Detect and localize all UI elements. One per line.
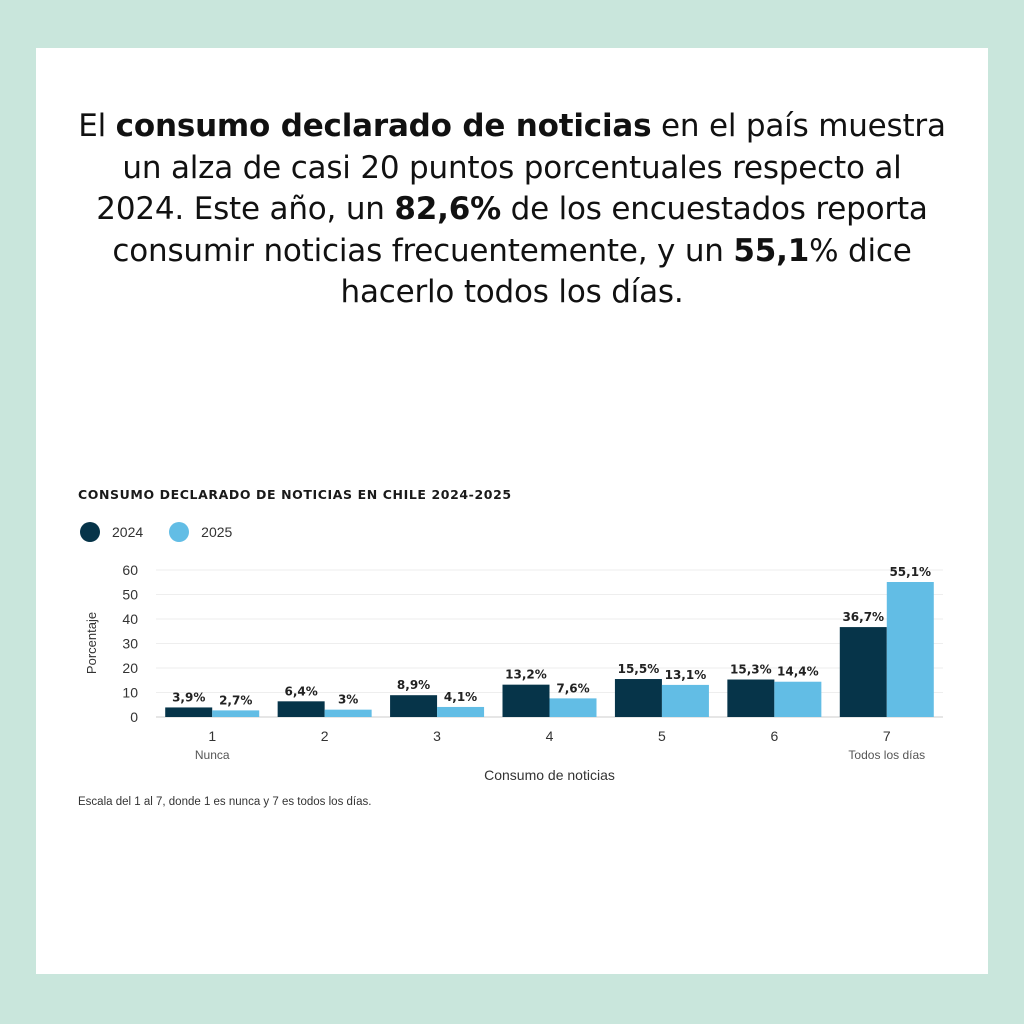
x-tick-label: 3	[433, 728, 441, 744]
data-label: 36,7%	[842, 610, 884, 624]
bar-2024-5	[614, 679, 662, 717]
data-label: 2,7%	[219, 693, 252, 707]
legend-swatch-2024	[80, 522, 100, 542]
y-tick-label: 10	[122, 685, 138, 701]
data-label: 14,4%	[777, 665, 819, 679]
data-label: 8,9%	[397, 678, 430, 692]
data-label: 3%	[338, 693, 358, 707]
bar-chart: 0 10 20 30 40 50 60 Porcentaje 3,9% 2,7% 1 Nunca 6,4…	[84, 562, 943, 783]
bar-2024-7	[839, 627, 887, 717]
y-tick-label: 30	[122, 636, 138, 652]
x-tick-label: 6	[770, 728, 778, 744]
bar-2025-4	[549, 698, 597, 717]
bar-2025-2	[324, 709, 372, 717]
card: El consumo declarado de noticias en el p…	[36, 48, 988, 974]
x-tick-label: 7	[883, 728, 891, 744]
data-label: 55,1%	[889, 565, 931, 579]
y-tick-label: 50	[122, 587, 138, 603]
x-tick-label: 4	[546, 728, 554, 744]
bar-2025-6	[774, 681, 822, 717]
legend-item-2025: 2025	[169, 522, 232, 542]
x-tick-label: 5	[658, 728, 666, 744]
bar-2025-1	[212, 710, 260, 717]
x-axis-label: Consumo de noticias	[484, 767, 615, 783]
data-label: 4,1%	[444, 690, 477, 704]
chart-legend: 2024 2025	[80, 522, 258, 542]
legend-item-2024: 2024	[80, 522, 143, 542]
bar-2024-2	[277, 701, 325, 717]
x-tick-label: 1	[208, 728, 216, 744]
legend-label-2025: 2025	[201, 524, 233, 540]
data-label: 7,6%	[556, 681, 589, 695]
y-tick-label: 40	[122, 611, 138, 627]
chart-title: CONSUMO DECLARADO DE NOTICIAS EN CHILE 2…	[78, 487, 512, 502]
data-label: 13,2%	[505, 668, 547, 682]
bar-2024-1	[165, 707, 213, 717]
bar-2024-3	[390, 695, 438, 717]
y-tick-label: 60	[122, 562, 138, 578]
bar-2024-6	[727, 679, 775, 717]
legend-label-2024: 2024	[112, 524, 144, 540]
x-tick-label: 2	[321, 728, 329, 744]
bar-2025-7	[886, 582, 934, 717]
y-axis-label: Porcentaje	[84, 612, 99, 674]
bar-2025-3	[437, 706, 485, 717]
headline: El consumo declarado de noticias en el p…	[78, 108, 946, 310]
data-label: 15,3%	[730, 663, 772, 677]
bar-2025-5	[661, 684, 709, 717]
data-label: 6,4%	[285, 684, 318, 698]
data-label: 3,9%	[172, 690, 205, 704]
data-label: 15,5%	[618, 662, 660, 676]
x-tick-sublabel: Nunca	[195, 748, 230, 762]
y-tick-label: 0	[130, 709, 138, 725]
chart-footnote: Escala del 1 al 7, donde 1 es nunca y 7 …	[78, 796, 372, 808]
legend-swatch-2025	[169, 522, 190, 542]
data-label: 13,1%	[665, 668, 707, 682]
bar-2024-4	[502, 684, 550, 717]
x-tick-sublabel: Todos los días	[848, 748, 925, 762]
y-tick-label: 20	[122, 660, 138, 676]
